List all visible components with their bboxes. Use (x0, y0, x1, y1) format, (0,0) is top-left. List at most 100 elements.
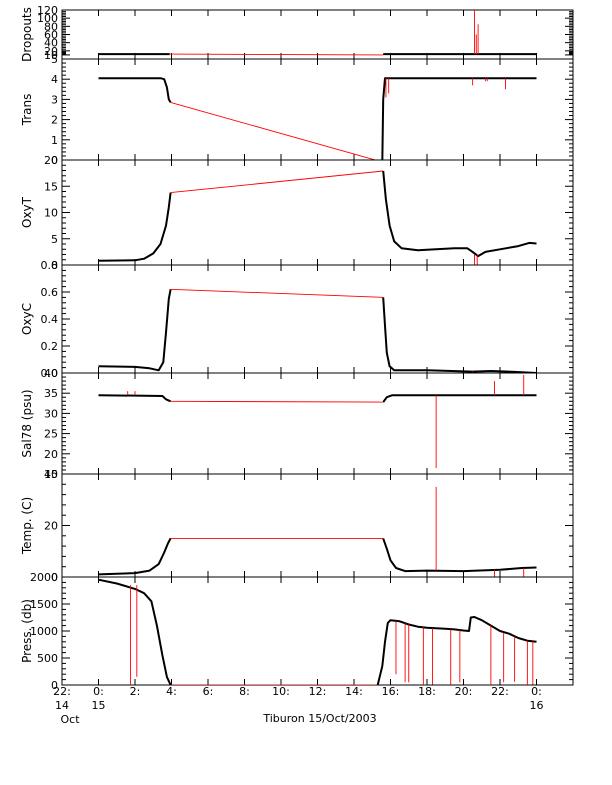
data-series-line (382, 538, 537, 573)
y-tick-label: 2 (51, 114, 58, 127)
panel-2: 0 5 10 15 20 OxyT (20, 154, 574, 272)
panel-6: 0 500 1000 1500 2000 Press. (db) (20, 571, 574, 692)
y-tick-label: 120 (37, 4, 58, 17)
x-tick-label: 22: (53, 685, 71, 698)
y-tick-label: 0 (51, 679, 58, 692)
y-axis-label: Trans (20, 94, 34, 127)
y-tick-label: 5 (51, 233, 58, 246)
x-tick-day: 14 (55, 699, 69, 712)
plot-area (98, 578, 537, 685)
x-tick-label: 12: (309, 685, 327, 698)
y-tick-label: 0.6 (41, 286, 59, 299)
y-tick-label: 25 (44, 428, 58, 441)
plot-area (98, 77, 537, 160)
data-series-line (376, 616, 537, 685)
x-tick-label: 0: (531, 685, 542, 698)
y-axis-label: Temp. (C) (20, 497, 34, 555)
y-tick-label: 15 (44, 468, 58, 481)
plot-area (98, 288, 537, 373)
y-tick-label: 20 (44, 154, 58, 167)
data-series-line (382, 170, 537, 258)
y-tick-label: 0.4 (41, 313, 59, 326)
y-axis-label: Press. (db) (20, 599, 34, 663)
y-tick-label: 0.8 (41, 259, 59, 272)
y-tick-label: 10 (44, 207, 58, 220)
y-axis-label: Sal78 (psu) (20, 389, 34, 457)
panel-frame (61, 9, 574, 60)
plot-area (98, 375, 537, 468)
x-tick-label: 6: (203, 685, 214, 698)
x-tick-label: 18: (418, 685, 436, 698)
gap-interpolation-line (170, 288, 384, 298)
y-tick-label: 1000 (30, 625, 58, 638)
panel-1: 0 1 2 3 4 5 Trans (20, 53, 574, 167)
panel-frame (61, 576, 574, 686)
y-tick-label: 3 (51, 93, 58, 106)
x-tick-label: 16: (382, 685, 400, 698)
y-tick-label: 1500 (30, 598, 58, 611)
panel-5: 0 20 40 Temp. (C) (20, 468, 574, 584)
panel-stack: 1020406080100120Dropouts012345Trans05101… (20, 4, 574, 692)
chart-title: Tiburon 15/Oct/2003 (262, 712, 376, 725)
data-series-line (98, 289, 172, 372)
y-axis-label: Dropouts (20, 7, 34, 62)
gap-interpolation-line (170, 400, 384, 403)
gap-interpolation-line (170, 101, 377, 160)
y-tick-label: 0 (51, 259, 58, 272)
data-series-line (98, 192, 172, 262)
y-tick-label: 0.0 (41, 367, 59, 380)
x-tick-label: 14: (345, 685, 363, 698)
data-series-line (381, 77, 537, 160)
data-series-line (382, 394, 537, 403)
y-tick-label: 35 (44, 387, 58, 400)
y-tick-label: 20 (44, 448, 58, 461)
y-tick-label: 500 (37, 652, 58, 665)
y-tick-label: 80 (44, 20, 58, 33)
y-axis-label: OxyC (20, 303, 34, 335)
data-series-line (382, 297, 537, 373)
data-series-line (98, 394, 171, 403)
gap-interpolation-line (169, 53, 384, 56)
data-series-line (98, 578, 172, 685)
y-tick-label: 1 (51, 134, 58, 147)
x-tick-label: 10: (272, 685, 290, 698)
data-series-line (98, 537, 172, 576)
y-tick-label: 60 (44, 29, 58, 42)
data-series-line (98, 77, 172, 103)
plot-area (98, 170, 537, 265)
x-tick-label: 22: (491, 685, 509, 698)
x-tick-label: 8: (239, 685, 250, 698)
y-tick-label: 5 (51, 53, 58, 66)
y-tick-label: 100 (37, 12, 58, 25)
panel-frame (61, 58, 574, 161)
x-tick-month: Oct (60, 713, 80, 726)
panel-frame (61, 473, 574, 578)
y-tick-label: 0 (51, 571, 58, 584)
panel-frame (61, 264, 574, 374)
gap-interpolation-line (170, 170, 384, 194)
panel-4: 15 20 25 30 35 40 Sal78 (psu) (20, 367, 574, 481)
y-tick-label: 20 (44, 45, 58, 58)
plot-area (98, 10, 537, 56)
x-tick-label: 20: (455, 685, 473, 698)
y-tick-label: 15 (44, 180, 58, 193)
x-tick-label: 2: (130, 685, 141, 698)
panel-3: 0.0 0.2 0.4 0.6 0.8 OxyC (20, 259, 574, 380)
y-tick-label: 20 (44, 520, 58, 533)
y-tick-label: 10 (44, 49, 58, 62)
x-tick-label: 0: (93, 685, 104, 698)
y-tick-label: 40 (44, 367, 58, 380)
y-axis-label: OxyT (20, 196, 34, 228)
y-tick-label: 0.2 (41, 340, 59, 353)
x-tick-day: 15 (92, 699, 106, 712)
y-tick-label: 0 (51, 154, 58, 167)
y-tick-label: 30 (44, 407, 58, 420)
y-tick-label: 40 (44, 468, 58, 481)
y-tick-label: 2000 (30, 571, 58, 584)
x-tick-label: 4: (166, 685, 177, 698)
plot-area (98, 486, 537, 577)
panel-frame (61, 372, 574, 475)
